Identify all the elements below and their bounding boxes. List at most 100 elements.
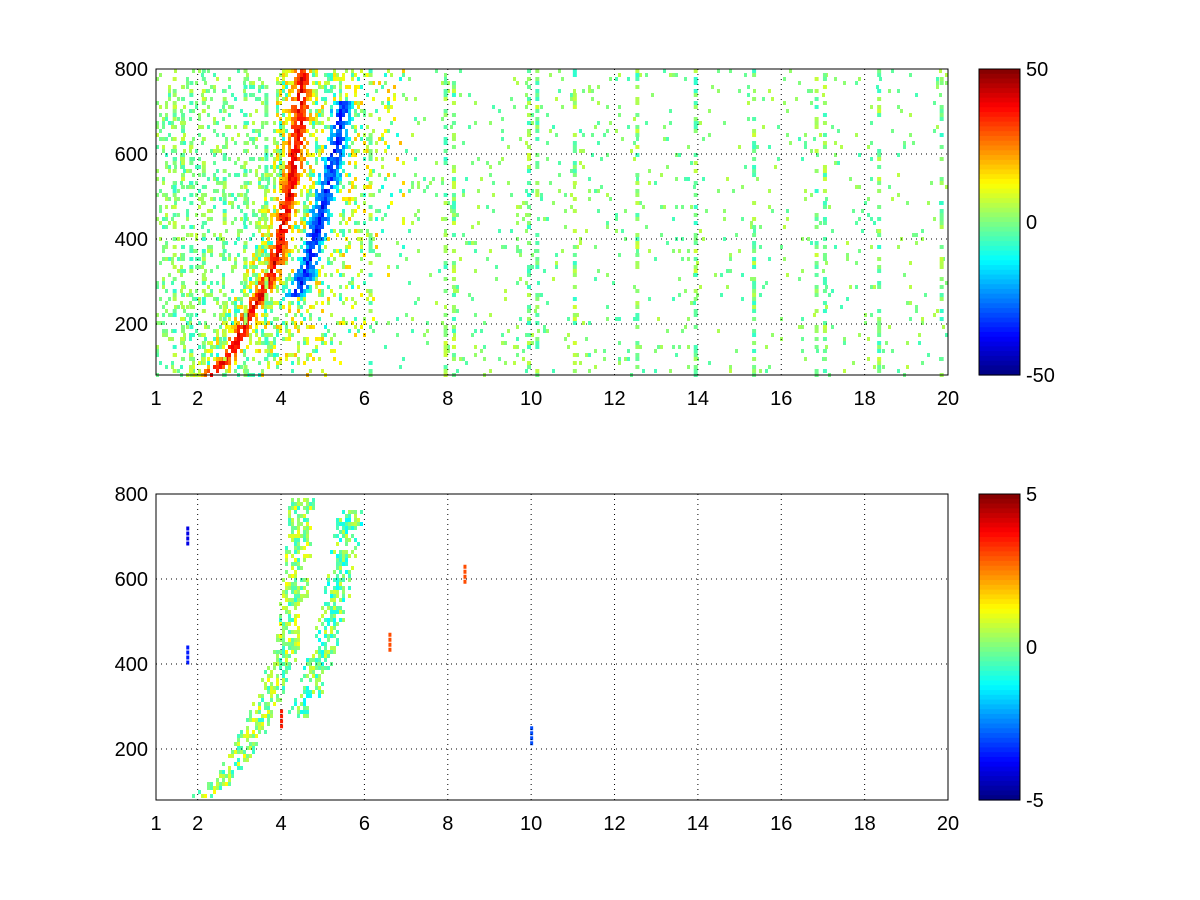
heatmap-cell [294, 658, 297, 662]
heatmap-streak-cell [939, 221, 944, 225]
heatmap-cell [282, 177, 285, 181]
heatmap-streak-cell [572, 229, 577, 233]
heatmap-cell [276, 113, 279, 117]
heatmap-cell [219, 345, 222, 349]
heatmap-cell [246, 269, 249, 273]
heatmap-streak-cell [172, 225, 177, 229]
heatmap-cell [315, 149, 318, 153]
heatmap-cell [315, 157, 318, 161]
heatmap-streak-cell [693, 105, 698, 109]
heatmap-cell [264, 730, 267, 734]
heatmap-cell [348, 514, 351, 518]
heatmap-cell [231, 193, 234, 197]
heatmap-cell [390, 73, 393, 77]
heatmap-cell [159, 73, 162, 77]
heatmap-cell [825, 261, 828, 265]
heatmap-cell [258, 253, 261, 257]
heatmap-cell [159, 137, 162, 141]
heatmap-cell [339, 538, 342, 542]
heatmap-cell [189, 149, 192, 153]
heatmap-cell [165, 225, 168, 229]
heatmap-cell [474, 241, 477, 245]
heatmap-cell [330, 337, 333, 341]
heatmap-cell [285, 570, 288, 574]
heatmap-cell [183, 309, 186, 313]
heatmap-streak-cell [572, 321, 577, 325]
heatmap-cell [306, 249, 309, 253]
heatmap-cell [660, 345, 663, 349]
heatmap-cell [297, 546, 300, 550]
heatmap-cell [156, 169, 159, 173]
heatmap-cell [414, 213, 417, 217]
heatmap-cell [402, 193, 405, 197]
heatmap-cell [525, 141, 528, 145]
heatmap-cell [474, 353, 477, 357]
heatmap-cell [204, 269, 207, 273]
heatmap-streak-cell [752, 289, 757, 293]
heatmap-cell [873, 365, 876, 369]
heatmap-cell [729, 365, 732, 369]
heatmap-streak-cell [877, 245, 882, 249]
heatmap-streak-cell [526, 273, 531, 277]
heatmap-cell [279, 329, 282, 333]
heatmap-cell [237, 758, 240, 762]
heatmap-cell [324, 97, 327, 101]
heatmap-cell [312, 658, 315, 662]
heatmap-cell [156, 77, 159, 81]
heatmap-cell [276, 157, 279, 161]
heatmap-streak-cell [201, 309, 206, 313]
heatmap-cell [594, 365, 597, 369]
heatmap-cell [258, 245, 261, 249]
heatmap-cell [294, 129, 297, 133]
heatmap-cell [276, 105, 279, 109]
heatmap-cell [258, 221, 261, 225]
heatmap-cell [312, 101, 315, 105]
heatmap-cell [186, 209, 189, 213]
heatmap-cell [333, 650, 336, 654]
heatmap-cell [285, 221, 288, 225]
heatmap-streak-cell [201, 249, 206, 253]
heatmap-cell [300, 710, 303, 714]
heatmap-cell [783, 257, 786, 261]
heatmap-cell [912, 233, 915, 237]
heatmap-streak-cell [822, 257, 827, 261]
heatmap-cell [870, 245, 873, 249]
heatmap-streak-cell [572, 145, 577, 149]
heatmap-cell [846, 253, 849, 257]
heatmap-cell [531, 253, 534, 257]
heatmap-cell [531, 265, 534, 269]
heatmap-cell [198, 297, 201, 301]
heatmap-cell [654, 181, 657, 185]
heatmap-cell [330, 125, 333, 129]
heatmap-cell [216, 353, 219, 357]
heatmap-cell [306, 193, 309, 197]
heatmap-cell [252, 734, 255, 738]
heatmap-cell [762, 125, 765, 129]
heatmap-cell [738, 89, 741, 93]
heatmap-cell [174, 149, 177, 153]
heatmap-cell [240, 185, 243, 189]
heatmap-cell [207, 782, 210, 786]
heatmap-cell [549, 129, 552, 133]
heatmap-cell [921, 237, 924, 241]
heatmap-cell [165, 165, 168, 169]
heatmap-cell [405, 313, 408, 317]
heatmap-cell [330, 193, 333, 197]
heatmap-streak-cell [939, 113, 944, 117]
heatmap-streak-cell [877, 217, 882, 221]
heatmap-cell [321, 690, 324, 694]
heatmap-cell [408, 77, 411, 81]
heatmap-cell [252, 313, 255, 317]
heatmap-cell [333, 177, 336, 181]
heatmap-cell [933, 217, 936, 221]
heatmap-cell [354, 101, 357, 105]
heatmap-cell [471, 161, 474, 165]
heatmap-cell [759, 225, 762, 229]
heatmap-cell [522, 357, 525, 361]
heatmap-cell [309, 245, 312, 249]
colorbar-swatch [979, 546, 1020, 552]
heatmap-cell [327, 666, 330, 670]
heatmap-cell [492, 209, 495, 213]
heatmap-cell [477, 189, 480, 193]
heatmap-cell [285, 642, 288, 646]
